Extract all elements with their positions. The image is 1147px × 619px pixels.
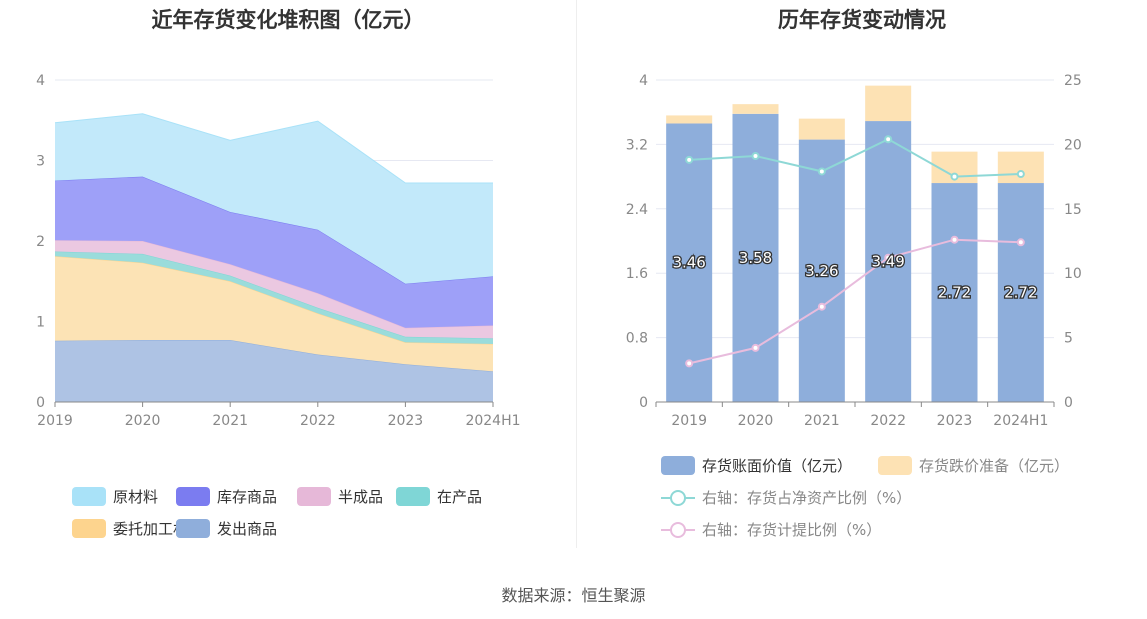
bar-impairment (997, 151, 1044, 184)
y-tick-label: 1.6 (626, 266, 648, 282)
bar-impairment (666, 115, 713, 124)
legend-swatch[interactable] (72, 519, 106, 538)
y2-tick-label: 0 (1064, 395, 1073, 411)
bar-book-value (666, 123, 713, 402)
area-edge-在产品 (54, 251, 494, 339)
line-point (950, 172, 959, 181)
line-point (751, 151, 760, 160)
bar-data-label: 2.72 (938, 284, 971, 302)
panel-divider (576, 0, 577, 548)
legend-swatch[interactable] (396, 487, 430, 506)
legend-label[interactable]: 右轴：存货占净资产比例（%） (702, 489, 911, 507)
x-tick-label: 2022 (870, 413, 906, 429)
bar-data-label: 3.26 (805, 262, 838, 280)
right-chart-title: 历年存货变动情况 (778, 8, 946, 32)
x-tick-label: 2022 (300, 413, 336, 429)
area-半成品 (55, 240, 493, 339)
stacked-area-chart: 0 1 2 3 4 2019 2020 2021 2022 2023 2024H1 原材料 库存商品 半成… (36, 73, 521, 538)
area-发出商品 (55, 340, 493, 402)
bar-line-chart: 0 0.8 1.6 2.4 3.2 4 0 5 10 15 20 25 3.46 3.58 3.26 3.49… (626, 73, 1082, 539)
legend-label[interactable]: 原材料 (113, 488, 158, 506)
line-point (817, 167, 826, 176)
x-tick-label: 2021 (212, 413, 248, 429)
data-source: 数据来源：恒生聚源 (501, 586, 646, 605)
line-point (884, 253, 893, 262)
y-tick-label: 4 (36, 73, 45, 89)
y-tick-label: 2 (36, 234, 45, 250)
line-point (1016, 170, 1025, 179)
bar-impairment (732, 104, 779, 114)
bar-book-value (798, 139, 845, 402)
y2-tick-label: 5 (1064, 331, 1073, 347)
x-tick-label: 2020 (738, 413, 774, 429)
legend-label[interactable]: 存货跌价准备（亿元） (919, 457, 1069, 475)
line-point (751, 343, 760, 352)
line-series-2 (688, 238, 1021, 365)
area-原材料 (55, 113, 493, 284)
x-tick-label: 2020 (125, 413, 161, 429)
x-tick-label: 2019 (37, 413, 73, 429)
area-edge-原材料 (54, 113, 493, 184)
bar-data-label: 3.46 (672, 254, 705, 272)
y-tick-label: 0 (36, 395, 45, 411)
bar-data-label: 2.72 (1004, 284, 1037, 302)
legend-label[interactable]: 发出商品 (217, 520, 277, 538)
x-tick-label: 2019 (671, 413, 707, 429)
legend-swatch[interactable] (72, 487, 106, 506)
bar-book-value (997, 183, 1044, 402)
line-point (685, 359, 694, 368)
stacked-area-chart-panel: 近年存货变化堆积图（亿元） 0 1 2 3 4 2019 2020 2021 2022 2023 2… (0, 0, 576, 560)
line-series-1 (689, 138, 1021, 178)
y-tick-label: 3 (36, 154, 45, 170)
y2-tick-label: 10 (1064, 266, 1082, 282)
y-tick-label: 0.8 (626, 331, 648, 347)
y-tick-label: 2.4 (626, 202, 648, 218)
bar-impairment (798, 118, 845, 140)
left-chart-title: 近年存货变化堆积图（亿元） (151, 8, 425, 32)
line-point (817, 302, 826, 311)
y-tick-label: 3.2 (626, 137, 648, 153)
legend-swatch[interactable] (176, 487, 210, 506)
area-委托加工材料 (55, 256, 493, 372)
y2-tick-label: 25 (1064, 73, 1082, 89)
x-tick-label: 2024H1 (993, 413, 1048, 429)
legend-marker[interactable] (670, 522, 686, 538)
y-tick-label: 1 (36, 315, 45, 331)
y2-tick-label: 20 (1064, 137, 1082, 153)
legend-swatch[interactable] (661, 456, 695, 475)
bar-book-value (732, 113, 779, 402)
bar-data-label: 3.58 (739, 249, 772, 267)
legend-label[interactable]: 库存商品 (217, 488, 277, 506)
legend-label[interactable]: 右轴：存货计提比例（%） (702, 521, 881, 539)
legend-label[interactable]: 半成品 (338, 488, 383, 506)
line-point (1016, 238, 1025, 247)
line-point (685, 155, 694, 164)
x-tick-label: 2024H1 (465, 413, 520, 429)
legend-swatch[interactable] (297, 487, 331, 506)
y-tick-label: 0 (639, 395, 648, 411)
line-point (884, 135, 893, 144)
bar-data-label: 3.49 (871, 253, 904, 271)
y-tick-label: 4 (639, 73, 648, 89)
y2-tick-label: 15 (1064, 202, 1082, 218)
bar-book-value (931, 183, 978, 402)
legend-swatch[interactable] (176, 519, 210, 538)
legend-label[interactable]: 存货账面价值（亿元） (702, 457, 852, 475)
line-point (950, 235, 959, 244)
bar-impairment (865, 85, 912, 122)
bar-line-chart-panel: 历年存货变动情况 0 0.8 1.6 2.4 3.2 4 0 5 10 15 20 25 3.46 3.5… (577, 0, 1147, 560)
legend-label[interactable]: 在产品 (437, 488, 482, 506)
legend-swatch[interactable] (878, 456, 912, 475)
area-库存商品 (55, 176, 493, 328)
x-tick-label: 2021 (804, 413, 840, 429)
x-tick-label: 2023 (937, 413, 973, 429)
x-tick-label: 2023 (388, 413, 424, 429)
legend-marker[interactable] (670, 490, 686, 506)
